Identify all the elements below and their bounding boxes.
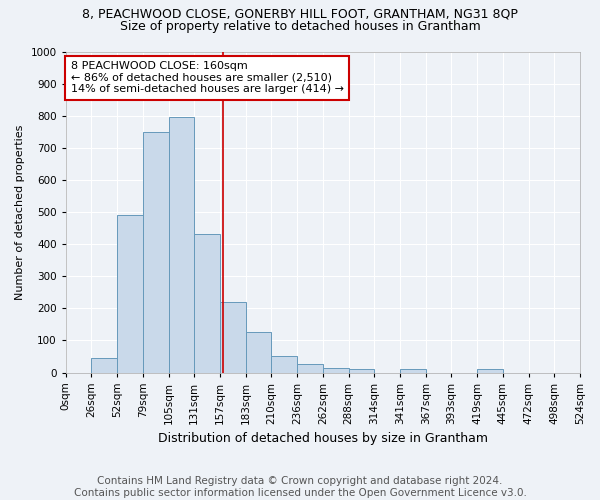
Bar bbox=[400, 370, 426, 372]
Text: 8, PEACHWOOD CLOSE, GONERBY HILL FOOT, GRANTHAM, NG31 8QP: 8, PEACHWOOD CLOSE, GONERBY HILL FOOT, G… bbox=[82, 8, 518, 20]
Bar bbox=[323, 368, 349, 372]
Text: Size of property relative to detached houses in Grantham: Size of property relative to detached ho… bbox=[119, 20, 481, 33]
Y-axis label: Number of detached properties: Number of detached properties bbox=[15, 124, 25, 300]
Bar bbox=[477, 370, 503, 372]
Bar bbox=[194, 234, 220, 372]
Bar bbox=[297, 364, 323, 372]
Text: 8 PEACHWOOD CLOSE: 160sqm
← 86% of detached houses are smaller (2,510)
14% of se: 8 PEACHWOOD CLOSE: 160sqm ← 86% of detac… bbox=[71, 61, 344, 94]
Bar bbox=[143, 132, 169, 372]
Bar bbox=[271, 356, 297, 372]
Bar bbox=[220, 302, 246, 372]
X-axis label: Distribution of detached houses by size in Grantham: Distribution of detached houses by size … bbox=[158, 432, 488, 445]
Bar bbox=[349, 370, 374, 372]
Bar bbox=[246, 332, 271, 372]
Bar bbox=[169, 118, 194, 372]
Bar bbox=[117, 215, 143, 372]
Bar bbox=[91, 358, 117, 372]
Text: Contains HM Land Registry data © Crown copyright and database right 2024.
Contai: Contains HM Land Registry data © Crown c… bbox=[74, 476, 526, 498]
